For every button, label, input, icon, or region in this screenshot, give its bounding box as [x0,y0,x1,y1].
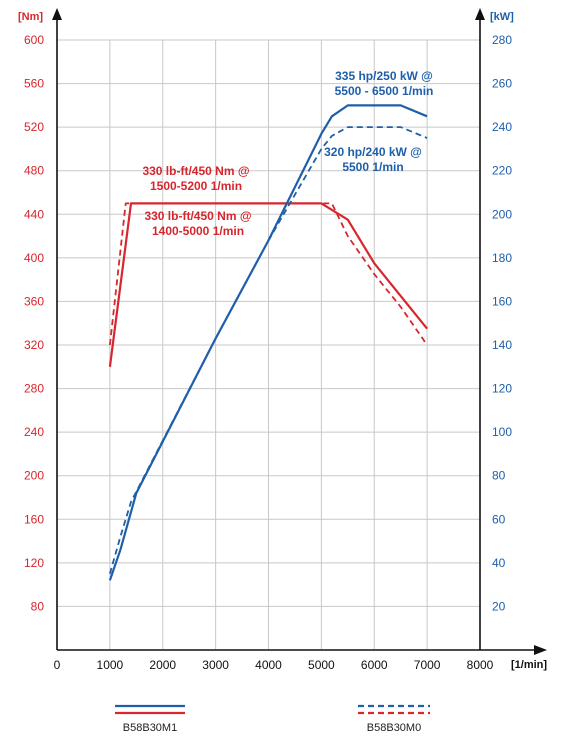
series-torque-b58b30m1-solid [108,202,428,367]
x-tick-label: 5000 [308,658,335,672]
x-tick-label: 1000 [97,658,124,672]
legend-label-b58b30m1: B58B30M1 [123,722,177,734]
annotation-torque_m0-line-1: 330 lb-ft/450 Nm @ [142,164,249,178]
y-left-tick-label: 320 [24,338,44,352]
y-right-tick-label: 160 [492,294,512,308]
annotation-power_m0-line-2: 5500 1/min [342,160,403,174]
x-tick-label: 6000 [361,658,388,672]
annotation-torque_m1-line-1: 330 lb-ft/450 Nm @ [144,209,251,223]
y-right-tick-label: 220 [492,164,512,178]
y-left-tick-label: 200 [24,469,44,483]
y-right-tick-label: 40 [492,556,506,570]
legend: B58B30M1 B58B30M0 [115,704,430,734]
y-left-tick-label: 280 [24,382,44,396]
legend-label-b58b30m0: B58B30M0 [367,722,421,734]
y-left-tick-label: 240 [24,425,44,439]
y-left-tick-label: 360 [24,294,44,308]
y-left-tick-label: 560 [24,77,44,91]
annotation-power_m0-line-1: 320 hp/240 kW @ [324,145,422,159]
x-tick-label: 0 [54,658,61,672]
grid [57,39,481,650]
y-right-tick-label: 80 [492,469,506,483]
y-right-tick-label: 60 [492,512,506,526]
x-tick-label: 8000 [467,658,494,672]
x-axis-unit: [1/min] [511,659,547,671]
y-right-tick-label: 100 [492,425,512,439]
y-left-tick-label: 120 [24,556,44,570]
annotation-torque_m1-line-2: 1400-5000 1/min [152,224,244,238]
y-right-tick-label: 200 [492,207,512,221]
annotation-power_m1-line-2: 5500 - 6500 1/min [335,84,434,98]
y-right-tick-label: 120 [492,382,512,396]
x-tick-label: 3000 [202,658,229,672]
y-right-tick-label: 140 [492,338,512,352]
axes [52,8,547,655]
annotation-power_m1-line-1: 335 hp/250 kW @ [335,69,433,83]
y-left-tick-label: 160 [24,512,44,526]
y-right-tick-label: 180 [492,251,512,265]
y-left-tick-label: 80 [31,599,45,613]
y-left-tick-label: 520 [24,120,44,134]
y-right-tick-label: 20 [492,599,506,613]
left-axis-unit: [Nm] [18,11,43,23]
annotation-torque_m0-line-2: 1500-5200 1/min [150,179,242,193]
annotations: 335 hp/250 kW @5500 - 6500 1/min 320 hp/2… [142,69,433,238]
y-left-tick-label: 440 [24,207,44,221]
y-left-tick-label: 480 [24,164,44,178]
right-axis-unit: [kW] [490,11,514,23]
right-axis-arrow-icon [475,8,485,20]
y-left-tick-label: 400 [24,251,44,265]
x-axis-arrow-icon [534,645,547,655]
y-right-tick-label: 260 [492,77,512,91]
tick-labels: [Nm] [kW] [1/min] 0 1000 2000 3000 4000 5000 6000… [18,11,547,672]
series-torque-b58b30m0-dashed [109,202,428,346]
series-power-b58b30m0-dashed [109,126,428,575]
y-left-tick-label: 600 [24,33,44,47]
x-tick-label: 7000 [414,658,441,672]
left-axis-arrow-icon [52,8,62,20]
y-right-tick-label: 280 [492,33,512,47]
x-tick-label: 2000 [149,658,176,672]
x-tick-label: 4000 [255,658,282,672]
series-power-b58b30m1-solid [108,104,428,581]
y-right-tick-label: 240 [492,120,512,134]
series-lines [108,104,428,581]
